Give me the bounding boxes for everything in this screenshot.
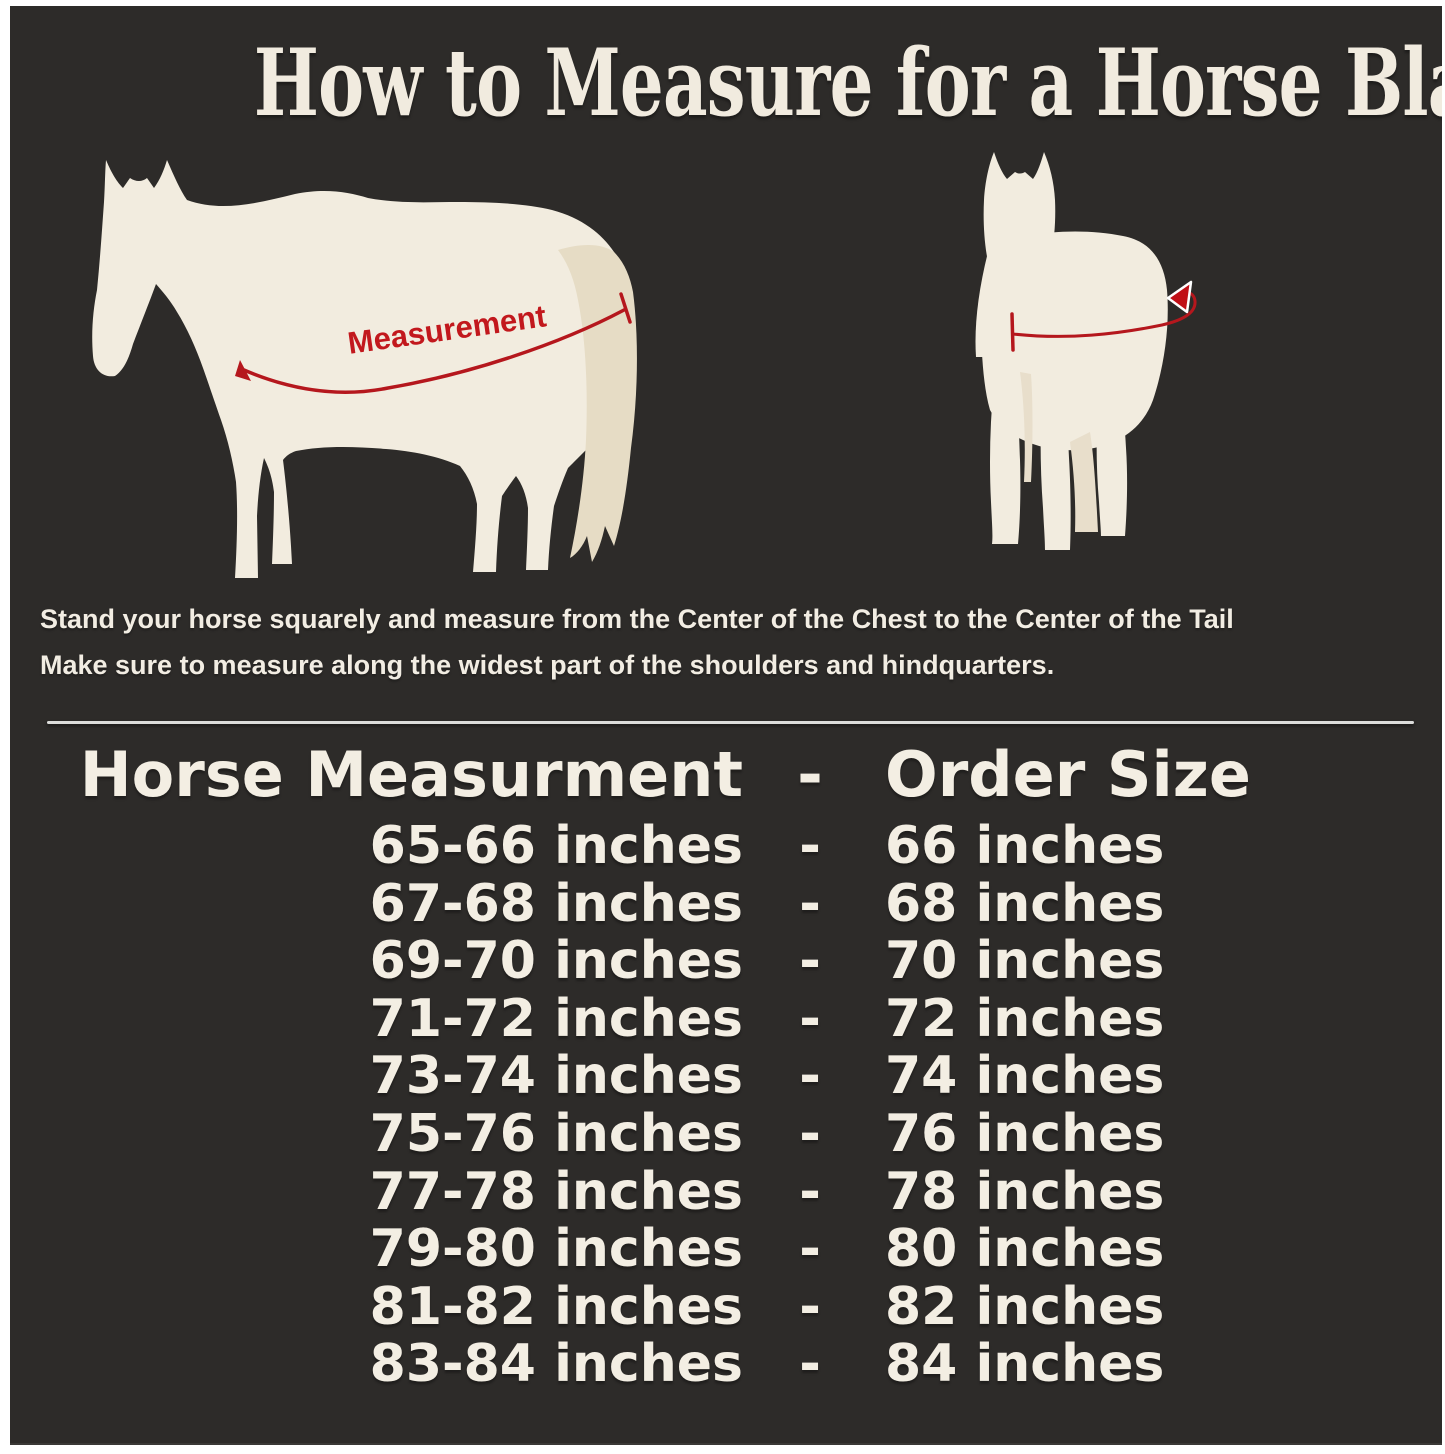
row-size: 78 inches xyxy=(885,1161,1165,1222)
row-range: 69-70 inches xyxy=(369,931,743,992)
row-separator: - xyxy=(799,1334,821,1395)
table-row: 79-80 inches - 80 inches xyxy=(10,1221,1442,1279)
row-separator: - xyxy=(799,988,821,1049)
table-row: 81-82 inches - 82 inches xyxy=(10,1276,1442,1337)
row-range: 79-80 inches xyxy=(369,1219,743,1280)
row-separator: - xyxy=(799,931,821,992)
instruction-line-2: Make sure to measure along the widest pa… xyxy=(40,650,1055,680)
size-table-header: Horse Measurment - Order Size xyxy=(10,732,1442,818)
row-separator: - xyxy=(799,1276,821,1337)
row-size: 72 inches xyxy=(885,988,1165,1049)
row-separator: - xyxy=(799,1046,821,1107)
front-horse-leg-right xyxy=(1040,388,1071,550)
table-row: 67-68 inches - 68 inches xyxy=(10,873,1442,934)
table-row: 77-78 inches - 78 inches xyxy=(10,1161,1442,1222)
front-horse-leg-left xyxy=(990,382,1021,544)
row-separator: - xyxy=(799,1161,821,1222)
row-size: 82 inches xyxy=(885,1276,1165,1337)
row-separator: - xyxy=(799,816,821,876)
infographic-panel: How to Measure for a Horse Blanket Measu… xyxy=(10,6,1442,1445)
row-range: 67-68 inches xyxy=(369,873,743,934)
page-title: How to Measure for a Horse Blanket xyxy=(10,36,1442,129)
row-size: 70 inches xyxy=(885,931,1165,992)
front-horse-shading-inner-leg xyxy=(1070,432,1098,532)
girth-arrowhead-icon xyxy=(1166,280,1193,314)
header-order-size: Order Size xyxy=(885,738,1251,811)
front-horse-shading-chest xyxy=(1020,372,1033,482)
row-size: 76 inches xyxy=(885,1103,1165,1164)
side-horse-tail xyxy=(558,245,637,562)
divider xyxy=(47,721,1414,724)
table-row: 73-74 inches - 74 inches xyxy=(10,1048,1442,1106)
row-range: 81-82 inches xyxy=(369,1276,743,1337)
instruction-paragraph: Stand your horse squarely and measure fr… xyxy=(40,596,1442,688)
girth-line-tick xyxy=(1010,312,1015,352)
row-size: 74 inches xyxy=(885,1046,1165,1107)
measurement-line-end-tick xyxy=(619,292,632,324)
row-range: 73-74 inches xyxy=(369,1046,743,1107)
table-row: 83-84 inches - 84 inches xyxy=(10,1336,1442,1394)
horse-side-illustration xyxy=(92,160,637,578)
table-row: 71-72 inches - 72 inches xyxy=(10,988,1442,1049)
instruction-line-1: Stand your horse squarely and measure fr… xyxy=(40,604,1234,634)
measurement-line xyxy=(242,308,626,394)
row-size: 66 inches xyxy=(885,816,1165,876)
row-separator: - xyxy=(799,1219,821,1280)
table-row: 65-66 inches - 66 inches xyxy=(10,816,1442,876)
side-horse-body xyxy=(92,160,630,578)
front-horse-rear-leg xyxy=(1096,392,1128,536)
row-range: 77-78 inches xyxy=(369,1161,743,1222)
row-range: 71-72 inches xyxy=(369,988,743,1049)
header-separator: - xyxy=(797,738,823,811)
row-range: 65-66 inches xyxy=(369,816,743,876)
header-horse-measurement: Horse Measurment xyxy=(79,738,743,811)
horse-front-illustration xyxy=(975,152,1197,550)
front-horse-neck xyxy=(975,252,1058,357)
row-separator: - xyxy=(799,1103,821,1164)
measurement-line-start xyxy=(235,360,251,381)
row-range: 75-76 inches xyxy=(369,1103,743,1164)
row-size: 84 inches xyxy=(885,1334,1165,1395)
row-range: 83-84 inches xyxy=(369,1334,743,1395)
size-table: Horse Measurment - Order Size 65-66 inch… xyxy=(10,732,1442,1394)
table-row: 75-76 inches - 76 inches xyxy=(10,1103,1442,1164)
row-separator: - xyxy=(799,873,821,934)
table-row: 69-70 inches - 70 inches xyxy=(10,933,1442,991)
page-title-text: How to Measure for a Horse Blanket xyxy=(253,28,1442,137)
row-size: 68 inches xyxy=(885,873,1165,934)
row-size: 80 inches xyxy=(885,1219,1165,1280)
